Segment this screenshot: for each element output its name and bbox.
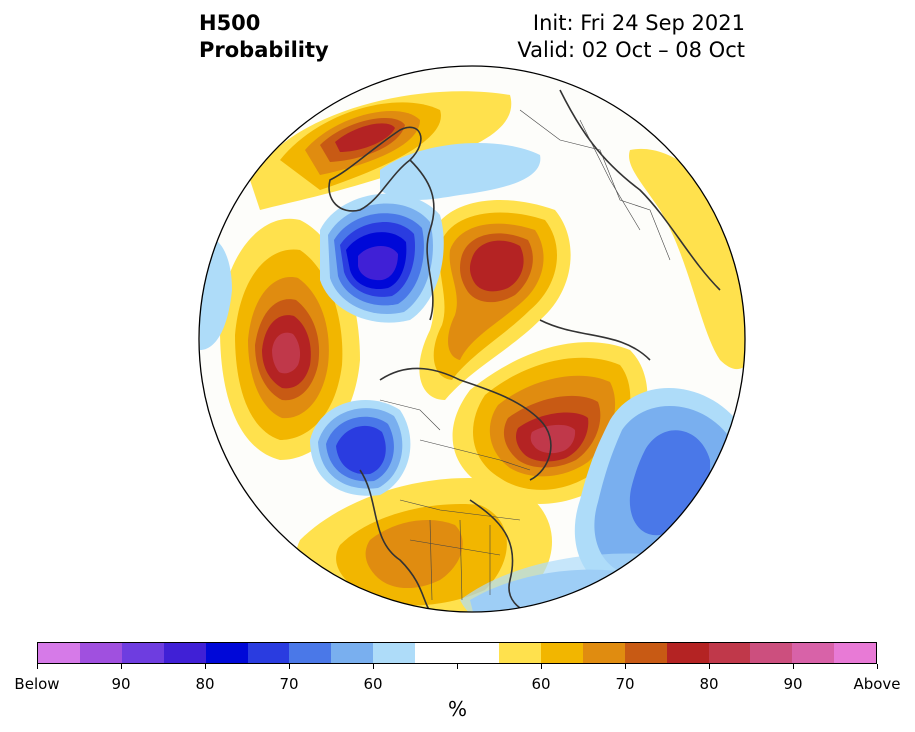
anomaly-neg-arctic-strip [380,143,541,200]
colorbar-tick-label: 80 [195,675,215,693]
colorbar-tick [709,664,710,669]
colorbar-tick [793,664,794,669]
colorbar-tick [541,664,542,669]
anomaly-pos-namerica-inner [365,520,463,589]
coast-east-us [469,499,531,612]
border-europe-1 [519,109,671,261]
coast-scandinavia [539,319,651,361]
colorbar-segment [540,643,583,663]
colorbar-tick [121,664,122,669]
colorbar-segment [498,643,541,663]
colorbar-tick-label: 80 [699,675,719,693]
colorbar-ticks [37,664,878,670]
colorbar-tick-label: 70 [615,675,635,693]
colorbar-segment [792,643,835,663]
anomaly-neg-greenland-max [358,245,398,281]
colorbar-unit: % [447,697,467,721]
border-states-2 [429,519,491,601]
colorbar-tick [289,664,290,669]
probability-field [199,66,745,612]
colorbar [37,642,877,664]
anomaly-neg-alaska-core [336,425,386,475]
init-date: Init: Fri 24 Sep 2021 [532,11,745,35]
colorbar-tick-label: 90 [783,675,803,693]
title-variable: H500 [199,11,261,35]
colorbar-tick-label: Below [14,675,60,693]
colorbar-segment [834,643,877,663]
colorbar-segment [666,643,709,663]
coastlines [328,89,721,612]
colorbar-segment [79,643,122,663]
colorbar-tick-label: 90 [111,675,131,693]
title-kind: Probability [199,38,329,62]
colorbar-segment [415,643,458,663]
colorbar-tick [205,664,206,669]
colorbar-tick-label: 60 [363,675,383,693]
colorbar-tick [457,664,458,669]
colorbar-tick-labels: Below 90 80 70 60 60 70 80 90 Above [14,675,900,695]
coast-russia-north [379,367,552,481]
colorbar-segment [205,643,248,663]
border-europe-2 [579,119,641,231]
colorbar-segment [624,643,667,663]
border-us-canada [399,499,521,521]
colorbar-segment [373,643,416,663]
colorbar-tick-label: 70 [279,675,299,693]
border-states-1 [409,539,501,556]
anomaly-pos-atlantic-max [530,424,576,454]
colorbar-segment [708,643,751,663]
colorbar-segment [38,643,80,663]
forecast-dates: Init: Fri 24 Sep 2021 Valid: 02 Oct – 08… [517,10,745,64]
valid-range: Valid: 02 Oct – 08 Oct [517,38,745,62]
border-canada-1 [419,439,531,471]
colorbar-tick [373,664,374,669]
anomaly-pos-pacific-max [272,332,301,374]
colorbar-segment [457,643,499,663]
coast-arctic-canada [409,159,435,321]
polar-map [198,65,746,613]
borders [379,109,671,601]
map-boundary [198,65,746,613]
colorbar-tick [877,664,878,669]
colorbar-segment [163,643,206,663]
anomaly-pos-greenland-peak [335,123,395,152]
border-alaska [379,399,441,431]
anomaly-pos-arctic-peak [469,240,524,292]
colorbar-segment [750,643,793,663]
coast-greenland [328,126,422,212]
colorbar-tick [625,664,626,669]
colorbar-segment [121,643,164,663]
chart-title: H500 Probability [199,10,329,64]
coast-west-us [359,469,441,612]
colorbar-segment [247,643,290,663]
colorbar-segment [582,643,625,663]
colorbar-tick-label: 60 [531,675,551,693]
colorbar-tick [37,664,38,669]
colorbar-segment [331,643,374,663]
coast-africa-europe [559,89,721,291]
colorbar-segment [289,643,332,663]
colorbar-tick-label: Above [853,675,901,693]
